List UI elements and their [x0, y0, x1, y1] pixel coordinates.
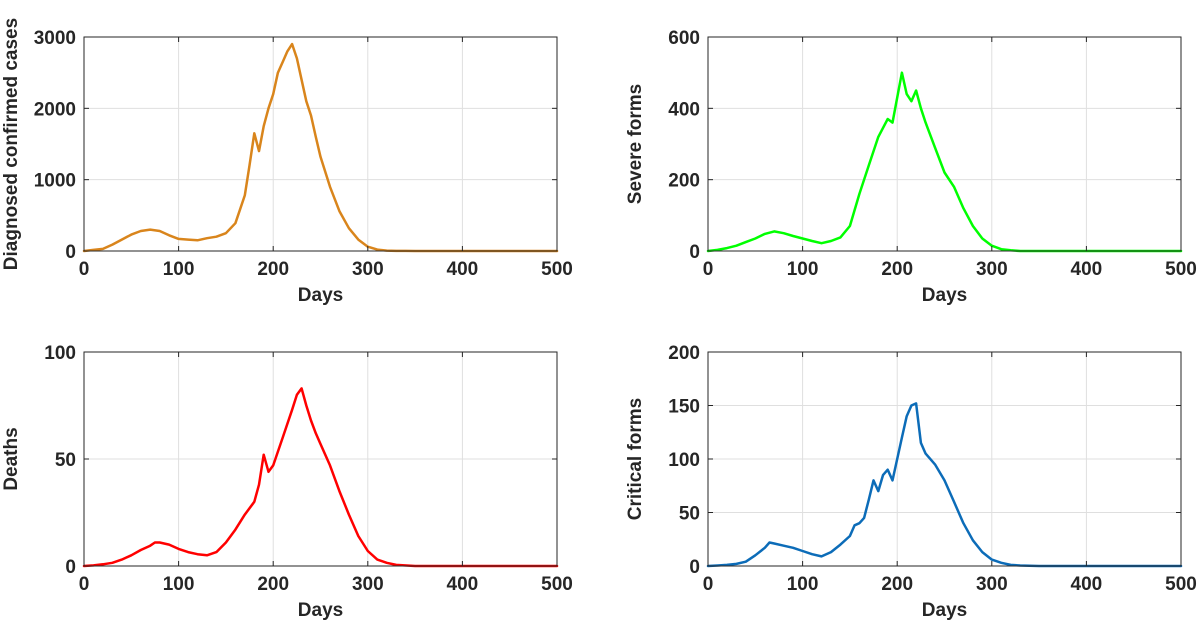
y-tick-label: 100 — [668, 450, 700, 471]
x-tick-label: 100 — [163, 259, 195, 280]
y-axis-label: Severe forms — [625, 84, 646, 204]
x-axis-label: Days — [922, 285, 967, 306]
y-tick-label: 150 — [668, 397, 700, 418]
series-line — [706, 402, 1183, 568]
series-line — [82, 387, 559, 568]
y-tick-label: 0 — [65, 557, 76, 578]
subplot-critical-forms: 0 100 200 300 400 500 0 50 100 150 200 Days Critical… — [625, 343, 1197, 621]
series-line — [706, 71, 1183, 253]
x-tick-label: 200 — [257, 574, 289, 595]
y-tick-label: 3000 — [34, 28, 76, 49]
x-tick-label: 400 — [1071, 574, 1103, 595]
x-tick-label: 100 — [163, 574, 195, 595]
x-tick-label: 400 — [1071, 259, 1103, 280]
y-tick-label: 600 — [668, 28, 700, 49]
axes-frame — [83, 36, 558, 252]
x-tick-label: 100 — [787, 259, 819, 280]
y-tick-label: 50 — [679, 504, 700, 525]
x-axis-label: Days — [298, 600, 343, 621]
x-tick-label: 300 — [976, 259, 1008, 280]
series-line — [82, 42, 559, 253]
x-tick-label: 0 — [703, 574, 714, 595]
y-tick-label: 400 — [668, 99, 700, 120]
x-tick-label: 400 — [447, 259, 479, 280]
x-axis-label: Days — [922, 600, 967, 621]
x-tick-label: 300 — [976, 574, 1008, 595]
y-tick-label: 0 — [689, 242, 700, 263]
x-tick-label: 0 — [79, 574, 90, 595]
x-tick-label: 300 — [352, 259, 384, 280]
x-tick-label: 300 — [352, 574, 384, 595]
x-tick-label: 100 — [787, 574, 819, 595]
x-tick-label: 500 — [541, 259, 573, 280]
y-tick-label: 0 — [689, 557, 700, 578]
x-tick-label: 0 — [703, 259, 714, 280]
x-tick-label: 500 — [1165, 259, 1197, 280]
subplot-severe-forms: 0 100 200 300 400 500 0 200 400 600 Days Severe for… — [625, 28, 1197, 306]
y-tick-label: 100 — [44, 343, 76, 364]
y-tick-label: 1000 — [34, 171, 76, 192]
y-axis-label: Diagnosed confirmed cases — [1, 18, 22, 270]
axes-frame — [707, 36, 1182, 252]
y-tick-label: 0 — [65, 242, 76, 263]
x-tick-label: 500 — [541, 574, 573, 595]
y-tick-label: 200 — [668, 343, 700, 364]
y-tick-label: 2000 — [34, 99, 76, 120]
subplot-diagnosed-confirmed-cases: 0 100 200 300 400 500 0 1000 2000 3000 Days Diagnos… — [1, 18, 573, 306]
x-tick-label: 400 — [447, 574, 479, 595]
x-tick-label: 200 — [881, 259, 913, 280]
x-tick-label: 200 — [257, 259, 289, 280]
y-tick-label: 50 — [55, 450, 76, 471]
subplot-deaths: 0 100 200 300 400 500 0 50 100 Days Deaths — [1, 343, 573, 621]
x-tick-label: 0 — [79, 259, 90, 280]
y-axis-label: Critical forms — [625, 398, 646, 520]
x-axis-label: Days — [298, 285, 343, 306]
y-axis-label: Deaths — [1, 427, 22, 490]
x-tick-label: 200 — [881, 574, 913, 595]
x-tick-label: 500 — [1165, 574, 1197, 595]
y-tick-label: 200 — [668, 171, 700, 192]
